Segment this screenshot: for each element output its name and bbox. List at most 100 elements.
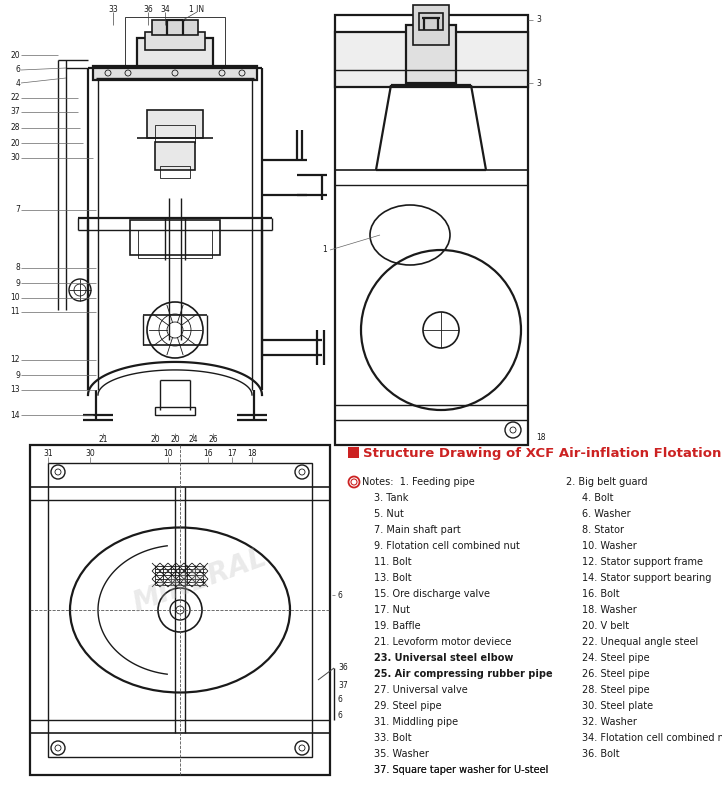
Text: 20: 20 <box>170 436 180 444</box>
Text: 9. Flotation cell combined nut: 9. Flotation cell combined nut <box>374 541 520 551</box>
Text: 37. Square taper washer for U-steel: 37. Square taper washer for U-steel <box>374 765 549 775</box>
Text: 14: 14 <box>10 410 20 420</box>
Text: 19. Baffle: 19. Baffle <box>374 621 421 631</box>
Text: 37: 37 <box>10 108 20 117</box>
Text: 8. Stator: 8. Stator <box>582 525 624 535</box>
Bar <box>30 445 330 775</box>
Bar <box>125 17 225 72</box>
Text: 21: 21 <box>98 436 108 444</box>
Text: 11. Bolt: 11. Bolt <box>374 557 412 567</box>
Text: 4: 4 <box>15 78 20 88</box>
Text: 18: 18 <box>247 448 257 457</box>
Text: 11: 11 <box>11 307 20 317</box>
Bar <box>160 166 190 178</box>
Text: 27. Universal valve: 27. Universal valve <box>374 685 468 695</box>
Text: 18. Washer: 18. Washer <box>582 605 637 615</box>
Text: 13: 13 <box>10 385 20 394</box>
Text: 37. Square taper washer for U-steel: 37. Square taper washer for U-steel <box>374 765 549 775</box>
Bar <box>413 5 449 45</box>
Bar <box>137 38 213 68</box>
Bar <box>147 110 203 138</box>
Text: 12: 12 <box>11 355 20 365</box>
Text: 29. Steel pipe: 29. Steel pipe <box>374 701 442 711</box>
Text: 3: 3 <box>536 78 541 88</box>
Bar <box>348 447 359 458</box>
Text: 35. Washer: 35. Washer <box>374 749 429 759</box>
Text: 31: 31 <box>43 448 53 457</box>
Text: 5. Nut: 5. Nut <box>374 509 404 519</box>
Text: 12. Stator support frame: 12. Stator support frame <box>582 557 703 567</box>
Text: 6: 6 <box>338 696 343 705</box>
Text: 13. Bolt: 13. Bolt <box>374 573 412 583</box>
Text: 1 IN: 1 IN <box>189 6 204 14</box>
Text: 28. Steel pipe: 28. Steel pipe <box>582 685 650 695</box>
Text: 30: 30 <box>10 153 20 163</box>
Text: Notes:  1. Feeding pipe: Notes: 1. Feeding pipe <box>362 477 475 487</box>
Text: 36: 36 <box>338 663 348 673</box>
Text: 30: 30 <box>85 448 95 457</box>
Text: 6. Washer: 6. Washer <box>582 509 630 519</box>
Text: 4. Bolt: 4. Bolt <box>582 493 614 503</box>
Bar <box>145 32 205 50</box>
Text: 20. V belt: 20. V belt <box>582 621 629 631</box>
Text: MINERAL: MINERAL <box>129 543 271 617</box>
Text: 10: 10 <box>163 448 173 457</box>
Text: 3: 3 <box>536 15 541 25</box>
Bar <box>93 66 257 80</box>
Text: 22. Unequal angle steel: 22. Unequal angle steel <box>582 637 698 647</box>
Text: 26: 26 <box>208 436 218 444</box>
Bar <box>155 407 195 415</box>
Text: 2. Big belt guard: 2. Big belt guard <box>566 477 648 487</box>
Text: 17. Nut: 17. Nut <box>374 605 410 615</box>
Text: 6: 6 <box>338 710 343 720</box>
Text: 6: 6 <box>338 591 343 599</box>
Text: 32. Washer: 32. Washer <box>582 717 637 727</box>
Text: 33. Bolt: 33. Bolt <box>374 733 412 743</box>
Text: 10: 10 <box>10 294 20 302</box>
Text: 36: 36 <box>143 6 153 14</box>
Text: 7. Main shaft part: 7. Main shaft part <box>374 525 461 535</box>
Bar <box>48 463 312 757</box>
Text: 16: 16 <box>203 448 213 457</box>
Circle shape <box>351 479 357 485</box>
Text: 17: 17 <box>227 448 237 457</box>
Text: 24. Steel pipe: 24. Steel pipe <box>582 653 650 663</box>
Text: 6: 6 <box>15 65 20 74</box>
Text: 3. Tank: 3. Tank <box>374 493 409 503</box>
Text: 16. Bolt: 16. Bolt <box>582 589 619 599</box>
Bar <box>406 25 456 83</box>
Text: 20: 20 <box>10 139 20 148</box>
Text: 34. Flotation cell combined nut: 34. Flotation cell combined nut <box>582 733 722 743</box>
Bar <box>155 125 195 143</box>
Text: 9: 9 <box>15 370 20 380</box>
Text: 24: 24 <box>188 436 198 444</box>
Bar <box>419 13 443 30</box>
Text: 31. Middling pipe: 31. Middling pipe <box>374 717 458 727</box>
Bar <box>152 20 198 35</box>
Text: 15. Ore discharge valve: 15. Ore discharge valve <box>374 589 490 599</box>
Bar <box>335 32 528 87</box>
Bar <box>138 230 212 258</box>
Text: 22: 22 <box>11 93 20 102</box>
Text: 21. Levoform motor deviece: 21. Levoform motor deviece <box>374 637 511 647</box>
Bar <box>130 220 220 255</box>
Text: 7: 7 <box>15 206 20 215</box>
Text: 8: 8 <box>15 263 20 272</box>
Text: Structure Drawing of XCF Air-inflation Flotation Cell: Structure Drawing of XCF Air-inflation F… <box>363 447 722 460</box>
Text: 28: 28 <box>11 124 20 132</box>
Text: 18: 18 <box>536 433 546 441</box>
Text: 1: 1 <box>322 246 327 255</box>
Text: 26. Steel pipe: 26. Steel pipe <box>582 669 650 679</box>
Text: 10. Washer: 10. Washer <box>582 541 637 551</box>
Text: 9: 9 <box>15 279 20 287</box>
Text: 23. Universal steel elbow: 23. Universal steel elbow <box>374 653 513 663</box>
Text: 33: 33 <box>108 6 118 14</box>
Bar <box>335 15 528 445</box>
Text: 25. Air compressing rubber pipe: 25. Air compressing rubber pipe <box>374 669 552 679</box>
Bar <box>155 142 195 170</box>
Text: 20: 20 <box>10 50 20 60</box>
Text: 20: 20 <box>150 436 160 444</box>
Text: 34: 34 <box>160 6 170 14</box>
Text: 14. Stator support bearing: 14. Stator support bearing <box>582 573 711 583</box>
Text: 37: 37 <box>338 681 348 689</box>
